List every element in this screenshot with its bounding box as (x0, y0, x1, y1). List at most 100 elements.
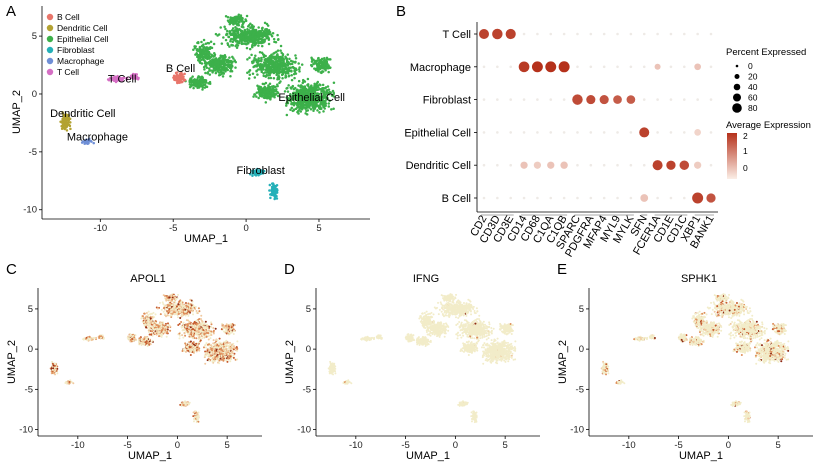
cell-point (311, 105, 314, 108)
dot-fibroblast-cd1c (682, 98, 686, 101)
dot-fibroblast-mylk (626, 95, 636, 104)
cell-point (203, 327, 206, 330)
cell-point (247, 70, 251, 73)
cell-point (253, 59, 257, 62)
cell-point (199, 84, 203, 87)
cell-point (230, 64, 234, 67)
cell-point (165, 315, 168, 318)
cell-point (64, 123, 67, 126)
cell-point (270, 190, 274, 193)
cell-point (327, 102, 331, 105)
dot-t-cell-cd3e (505, 28, 516, 40)
cell-point (186, 324, 189, 327)
cell-point (202, 65, 206, 69)
cell-point (274, 55, 277, 59)
dot-macrophage-mylk (629, 65, 633, 69)
cell-point (226, 16, 230, 19)
cell-point (182, 308, 185, 311)
cell-point (226, 58, 229, 62)
cell-point (293, 70, 297, 73)
cell-point (212, 359, 215, 362)
dot-epithelial-cell-xbp1 (694, 129, 702, 136)
cell-point (242, 20, 246, 24)
dot-b-cell-myl9 (616, 196, 619, 200)
dot-epithelial-cell-c1qa (549, 131, 553, 134)
cell-point (166, 331, 169, 334)
cell-point (154, 319, 157, 322)
cell-point (205, 330, 208, 333)
cell-point (197, 75, 200, 78)
cell-point (204, 320, 207, 323)
cell-point (204, 362, 207, 365)
cell-point (189, 333, 192, 336)
cell-point (228, 341, 231, 344)
cell-point (290, 102, 294, 105)
size-legend-label: 60 (748, 93, 758, 103)
cell-point (184, 306, 187, 309)
dot-t-cell-cd2 (478, 28, 490, 40)
cell-type-label: B Cell (442, 193, 471, 205)
cell-type-label: Macrophage (410, 62, 471, 74)
cell-point (276, 83, 279, 86)
cell-point (62, 122, 65, 126)
cell-point (248, 73, 252, 77)
cell-point (253, 173, 257, 176)
cell-point (185, 304, 188, 307)
cell-point (285, 87, 288, 90)
cell-point (228, 344, 231, 347)
cell-point (291, 109, 295, 113)
cell-point (191, 325, 194, 328)
cell-point (206, 41, 209, 45)
dot-dendritic-cell-cd2 (482, 163, 486, 167)
cell-point (231, 55, 234, 59)
cell-point (212, 42, 216, 46)
cell-point (287, 84, 290, 87)
cell-point (332, 81, 336, 84)
cell-point (322, 87, 326, 90)
dot-epithelial-cell-bank1 (709, 131, 713, 134)
cell-point (221, 356, 224, 359)
cell-point (180, 320, 183, 323)
cell-point (153, 328, 156, 331)
cell-point (243, 42, 246, 45)
cell-point (231, 351, 234, 354)
cell-point (288, 95, 292, 98)
cell-point (298, 70, 301, 73)
cell-point (185, 319, 188, 322)
cell-point (298, 90, 302, 94)
cell-point (289, 93, 292, 96)
cell-point (305, 113, 309, 116)
cell-point (175, 303, 178, 306)
cell-point (176, 316, 179, 319)
cell-point (233, 59, 237, 63)
cell-point (145, 340, 148, 343)
cell-point (321, 70, 325, 73)
cell-point (269, 196, 272, 200)
cell-point (318, 88, 322, 91)
x-tick-label: -10 (93, 223, 107, 234)
cell-point (163, 324, 166, 327)
cell-point (219, 64, 222, 67)
cell-point (309, 93, 312, 97)
cell-point (269, 76, 273, 80)
legend-label: Macrophage (57, 56, 105, 66)
cell-point (276, 63, 279, 66)
cell-point (310, 84, 313, 87)
cell-point (125, 76, 129, 80)
cell-point (259, 59, 263, 62)
cell-point (265, 22, 269, 26)
cell-point (312, 98, 315, 101)
cell-point (191, 75, 194, 78)
cell-point (312, 93, 316, 97)
cell-point (318, 61, 321, 65)
cell-point (313, 61, 316, 64)
x-tick-label: -10 (71, 440, 85, 451)
cell-point (239, 15, 243, 19)
cell-point (279, 55, 283, 59)
cell-point (271, 182, 275, 185)
cell-point (257, 44, 260, 47)
cell-point (225, 359, 228, 362)
cell-point (220, 348, 223, 351)
cell-point (210, 347, 213, 350)
cell-point (141, 315, 144, 318)
